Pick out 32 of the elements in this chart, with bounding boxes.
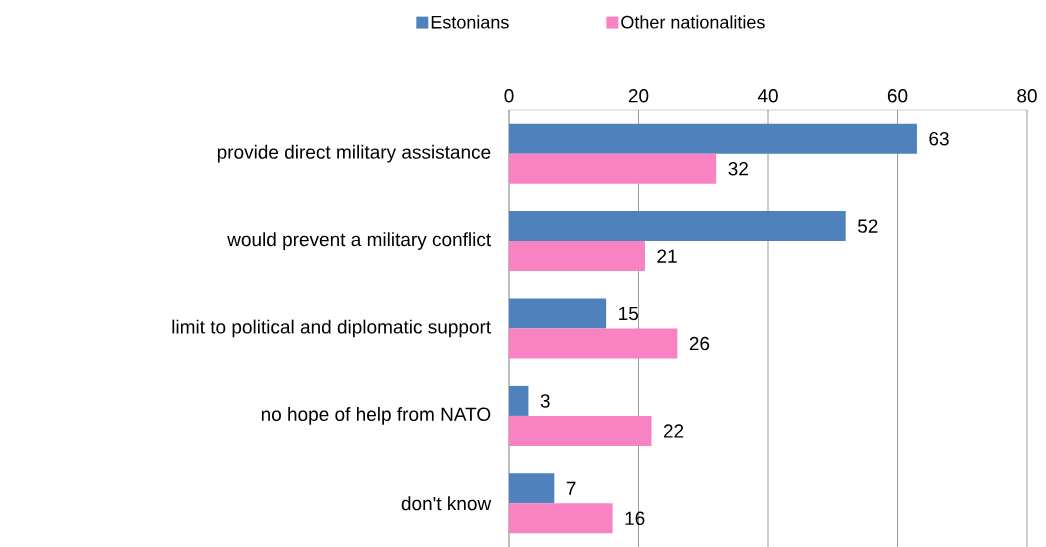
x-tick-label: 40 [757, 89, 778, 103]
data-label: 63 [929, 131, 949, 146]
data-label: 3 [540, 394, 550, 408]
data-label: 26 [689, 336, 710, 351]
data-label: 16 [625, 511, 645, 526]
y-tick-label: limit to political and diplomatic support [172, 319, 491, 338]
legend-label: Estonians [431, 15, 509, 29]
y-tick-label: provide direct military assistance [217, 144, 491, 163]
legend-label: Other nationalities [621, 15, 765, 29]
data-label: 15 [619, 306, 638, 321]
bar [509, 415, 652, 446]
bar [509, 385, 529, 416]
data-label: 22 [663, 424, 684, 438]
x-tick-label: 20 [628, 89, 649, 103]
bar [509, 328, 678, 359]
bar [509, 123, 917, 154]
bar [509, 211, 846, 242]
data-label: 32 [728, 161, 748, 176]
data-label: 7 [566, 481, 576, 495]
bar [509, 153, 717, 184]
data-label: 52 [857, 219, 878, 233]
y-tick-label: no hope of help from NATO [261, 407, 491, 425]
x-tick-label: 80 [1017, 89, 1037, 103]
x-tick-label: 60 [887, 89, 908, 103]
bar [509, 241, 645, 272]
bar [509, 503, 613, 534]
x-tick-label: 0 [504, 89, 514, 103]
y-tick-label: don't know [401, 496, 492, 511]
data-label: 21 [657, 249, 677, 263]
bar [509, 298, 607, 329]
y-tick-label: would prevent a military conflict [227, 232, 492, 250]
bar [509, 473, 555, 504]
